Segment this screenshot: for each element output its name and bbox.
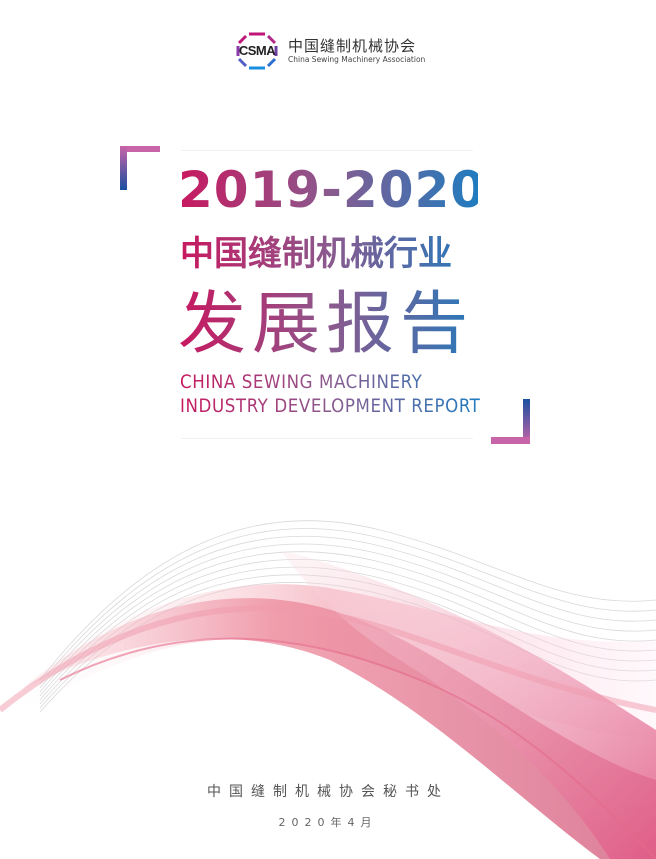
publisher-name: 中国缝制机械协会秘书处	[207, 784, 449, 800]
association-name-cn: 中国缝制机械协会	[288, 37, 417, 55]
csma-octagon-logo-icon: CSMA	[236, 32, 278, 70]
csma-logo: CSMA 中国缝制机械协会 China Sewing Machinery Ass…	[236, 32, 425, 70]
divider-top	[181, 150, 473, 151]
title-cn-line2: 发展报告	[178, 285, 488, 365]
title-cn-line1: 中国缝制机械行业	[180, 232, 480, 276]
report-year: 2019-2020	[178, 161, 487, 219]
corner-bracket-top-left	[120, 146, 160, 190]
corner-bracket-bottom-right	[491, 399, 530, 444]
divider-bottom	[181, 438, 473, 439]
logo-mark-text: CSMA	[238, 43, 276, 58]
title-en-line2: INDUSTRY DEVELOPMENT REPORT	[180, 396, 481, 417]
publication-date: 2020年4月	[278, 816, 378, 829]
title-en-line1: CHINA SEWING MACHINERY	[180, 372, 480, 393]
association-name-en: China Sewing Machinery Association	[288, 55, 426, 64]
decorative-wave-graphic	[0, 520, 656, 859]
